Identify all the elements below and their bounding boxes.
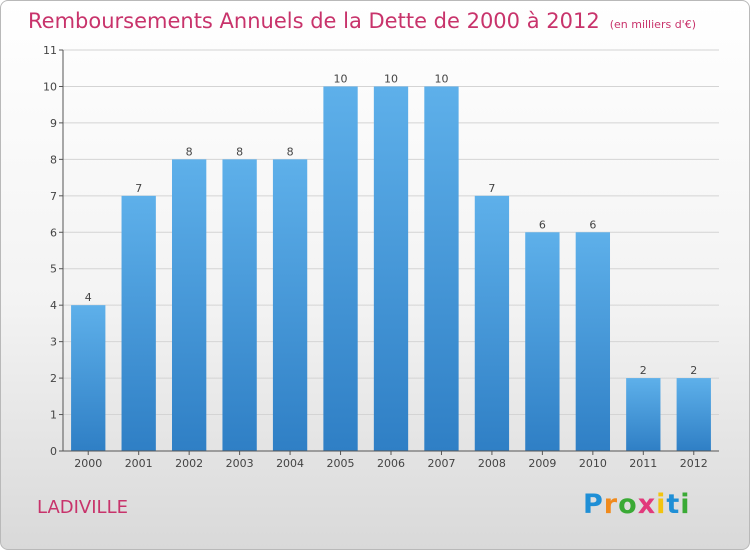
x-tick-label: 2010	[579, 457, 607, 470]
logo-letter: P	[583, 489, 604, 520]
logo-letter: i	[680, 489, 691, 520]
x-tick-label: 2011	[629, 457, 657, 470]
logo-letter: o	[618, 489, 638, 520]
data-label: 10	[384, 72, 398, 85]
bar	[272, 159, 308, 451]
data-label: 2	[690, 364, 697, 377]
x-tick-label: 2005	[327, 457, 355, 470]
y-tick-label: 10	[43, 80, 57, 93]
logo-letter: r	[603, 489, 619, 520]
data-label: 7	[488, 182, 495, 195]
y-axis: 0 1 2 3 4 5 6 7 8 9 10 11	[43, 44, 64, 458]
bar	[121, 195, 156, 451]
y-tick-label: 4	[50, 299, 57, 312]
unit-text: (en milliers d'€)	[609, 18, 696, 31]
chart-title: Remboursements Annuels de la Dette de 20…	[28, 9, 696, 33]
y-tick-label: 0	[50, 445, 57, 458]
y-tick-label: 3	[50, 336, 57, 349]
bar	[525, 232, 560, 451]
logo-letter: x	[637, 489, 657, 520]
x-tick-label: 2001	[125, 457, 153, 470]
y-tick-label: 8	[50, 153, 57, 166]
y-tick-label: 11	[43, 44, 57, 57]
y-tick-label: 5	[50, 263, 57, 276]
data-label: 10	[334, 72, 348, 85]
bar	[676, 378, 711, 451]
bar	[474, 195, 510, 451]
data-label: 7	[135, 182, 142, 195]
bar	[626, 378, 661, 451]
x-tick-label: 2009	[528, 457, 556, 470]
y-tick-label: 6	[50, 226, 57, 239]
data-labels: 4 7 8 8 8 10 10 10 7 6 6 2 2	[85, 72, 698, 377]
bar	[424, 86, 459, 452]
logo-letter: t	[666, 489, 681, 520]
x-tick-label: 2012	[680, 457, 708, 470]
bar	[222, 159, 257, 451]
title-text: Remboursements Annuels de la Dette de 20…	[28, 9, 600, 33]
bar	[575, 232, 611, 451]
bar	[373, 86, 409, 452]
x-axis: 2000 2001 2002 2003 2004 2005 2006 2007 2008 2009…	[63, 450, 719, 470]
data-label: 8	[186, 145, 193, 158]
bars	[71, 86, 711, 452]
x-tick-label: 2003	[226, 457, 254, 470]
data-label: 6	[589, 218, 596, 231]
x-tick-label: 2000	[74, 457, 102, 470]
x-tick-label: 2006	[377, 457, 405, 470]
bar	[323, 86, 358, 452]
x-tick-label: 2007	[427, 457, 455, 470]
proxiti-logo: Proxiti	[583, 489, 691, 520]
data-label: 10	[434, 72, 448, 85]
data-label: 8	[287, 145, 294, 158]
data-label: 4	[85, 291, 92, 304]
x-tick-label: 2008	[478, 457, 506, 470]
data-label: 8	[236, 145, 243, 158]
town-name: LADIVILLE	[37, 497, 128, 518]
logo-letter: i	[656, 489, 667, 520]
y-tick-label: 7	[50, 190, 57, 203]
bar	[171, 159, 207, 451]
y-tick-label: 2	[50, 372, 57, 385]
x-tick-label: 2002	[175, 457, 203, 470]
x-tick-label: 2004	[276, 457, 304, 470]
data-label: 2	[640, 364, 647, 377]
data-label: 6	[539, 218, 546, 231]
y-tick-label: 1	[50, 409, 57, 422]
y-tick-label: 9	[50, 117, 57, 130]
bar	[71, 305, 106, 451]
